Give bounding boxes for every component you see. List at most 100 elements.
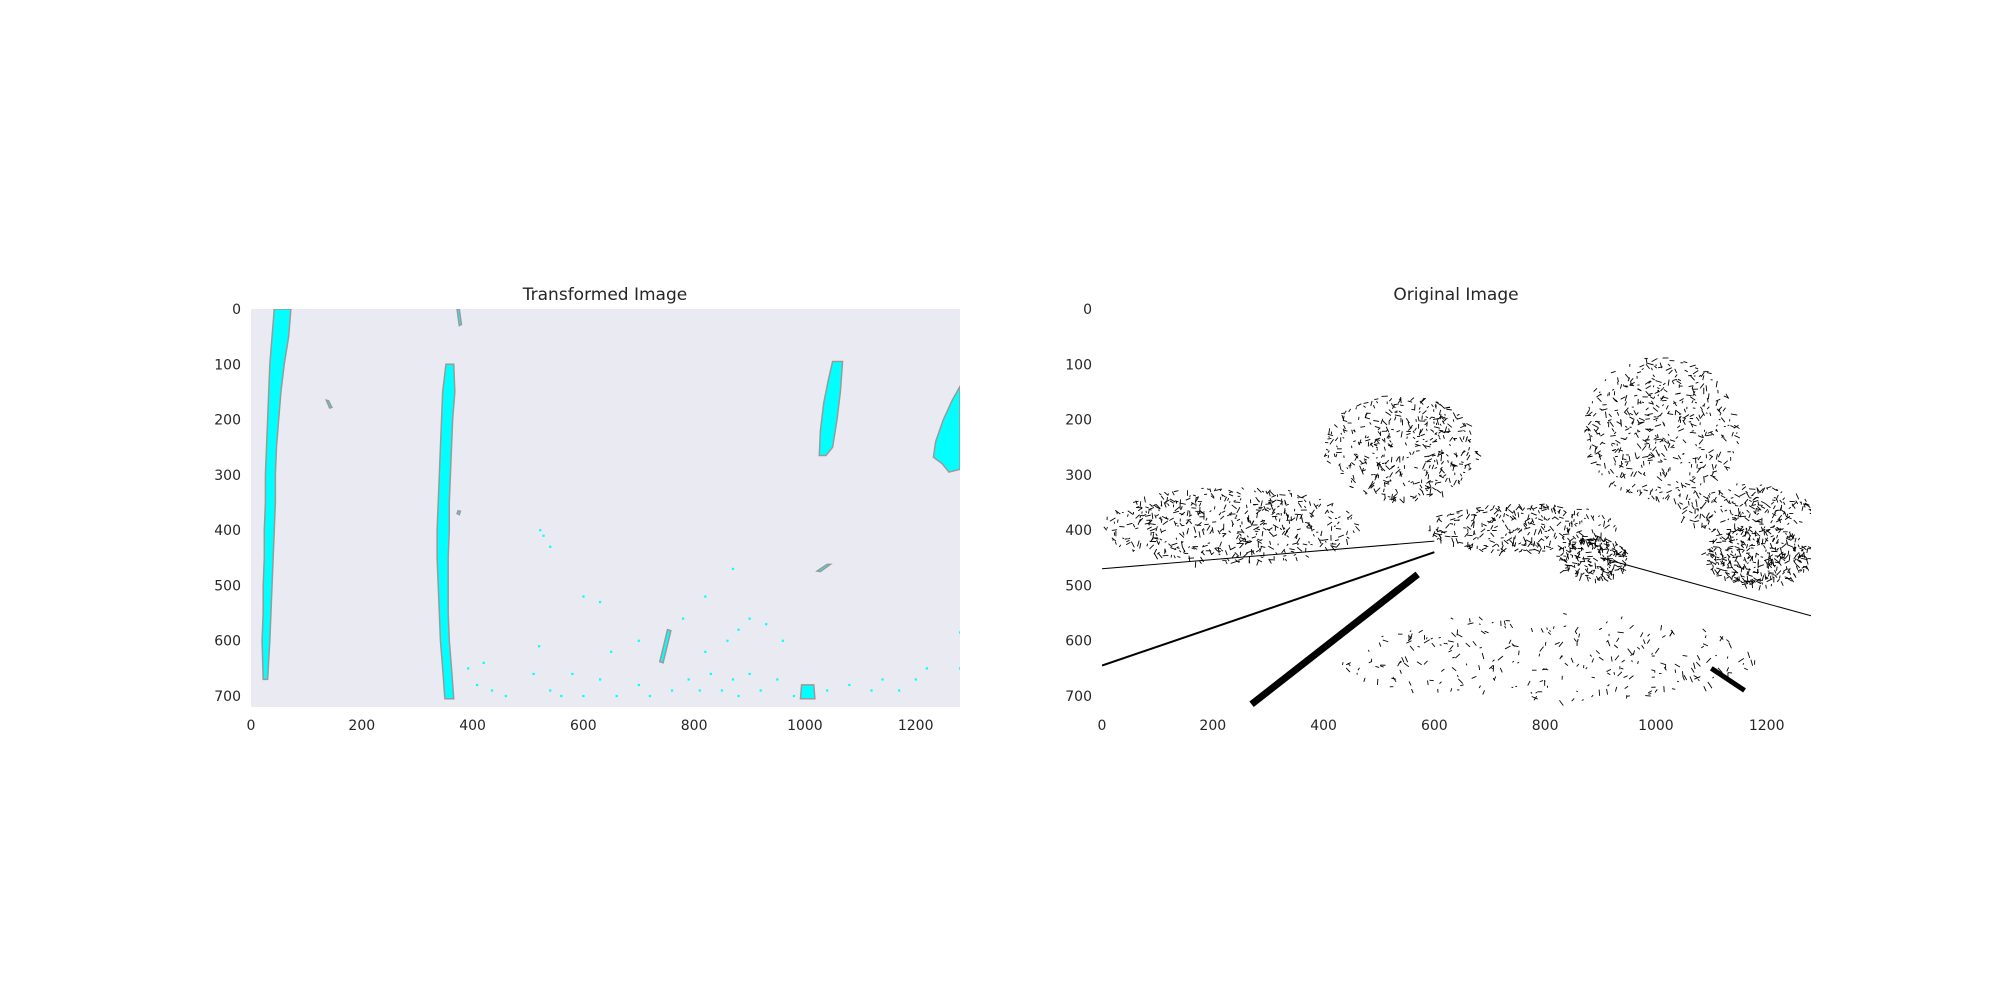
edge-stroke [1533, 541, 1536, 547]
edge-stroke [1538, 518, 1543, 521]
edge-stroke [1701, 501, 1707, 508]
edge-stroke [1512, 511, 1515, 514]
edge-stroke [1566, 553, 1569, 560]
speck [467, 667, 470, 670]
edge-stroke [1622, 472, 1626, 479]
speck [731, 678, 735, 681]
edge-stroke [1236, 560, 1241, 563]
edge-stroke [1793, 519, 1798, 524]
edge-stroke [1759, 488, 1764, 493]
y-tick-label: 100 [1065, 357, 1092, 373]
edge-stroke [1238, 538, 1245, 544]
edge-stroke [1258, 548, 1261, 551]
edge-stroke [1765, 576, 1769, 579]
edge-stroke [1746, 575, 1749, 582]
edge-stroke [1563, 533, 1570, 536]
edge-stroke [1748, 526, 1753, 529]
edge-stroke [1614, 550, 1620, 556]
edge-stroke [1240, 534, 1242, 537]
edge-stroke [1617, 377, 1619, 383]
edge-stroke [1431, 642, 1436, 648]
edge-stroke [1464, 545, 1468, 548]
edge-stroke [1606, 538, 1612, 543]
edge-stroke [1491, 667, 1493, 670]
speck [482, 661, 485, 664]
edge-stroke [1772, 576, 1775, 578]
edge-stroke [1618, 449, 1624, 452]
edge-stroke [1206, 525, 1211, 531]
edge-stroke [1530, 543, 1533, 546]
edge-stroke [1731, 513, 1734, 516]
edge-stroke [1142, 514, 1147, 517]
edge-stroke [1678, 494, 1681, 496]
edge-stroke [1295, 514, 1299, 521]
edge-stroke [1122, 537, 1125, 539]
edge-stroke [1373, 420, 1380, 422]
edge-stroke [1598, 627, 1603, 631]
edge-stroke [1346, 530, 1348, 536]
small-dash-1 [815, 563, 833, 573]
edge-stroke [1599, 547, 1602, 550]
original-image-axes: 0 200 400 600 800 1000 12000100200300400500600… [1065, 302, 1784, 734]
edge-stroke [1651, 358, 1658, 363]
edge-stroke [1769, 559, 1772, 562]
edge-stroke [1763, 526, 1766, 529]
edge-stroke [1583, 540, 1586, 546]
speck [925, 667, 928, 670]
transformed-image-area [251, 309, 960, 707]
edge-stroke [1711, 491, 1716, 494]
edge-stroke [1278, 518, 1281, 522]
edge-stroke [1559, 569, 1565, 574]
edge-stroke [1512, 660, 1515, 663]
edge-stroke [1715, 454, 1718, 460]
speck [637, 639, 640, 642]
speck [687, 678, 690, 681]
edge-stroke [1579, 575, 1582, 581]
edge-stroke [1414, 466, 1418, 469]
edge-stroke [1786, 537, 1792, 541]
edge-stroke [1606, 548, 1610, 555]
edge-stroke [1513, 510, 1517, 516]
edge-stroke [1355, 407, 1357, 410]
edge-stroke [1711, 561, 1717, 566]
speck [776, 678, 779, 681]
edge-stroke [1377, 439, 1380, 441]
edge-stroke [1594, 447, 1597, 454]
edge-stroke [1166, 496, 1168, 502]
edge-stroke [1760, 572, 1763, 577]
edge-stroke [1691, 400, 1694, 404]
edge-stroke [1324, 509, 1329, 515]
edge-stroke [1779, 575, 1781, 579]
edge-stroke [1304, 505, 1307, 508]
edge-stroke [1265, 490, 1268, 495]
edge-stroke [1629, 377, 1634, 382]
edge-stroke [1667, 443, 1671, 448]
edge-stroke [1779, 499, 1783, 504]
right-car [1701, 525, 1811, 591]
edge-stroke [1269, 498, 1272, 501]
edge-stroke [1711, 547, 1714, 549]
edge-stroke [1736, 432, 1738, 435]
edge-stroke [1435, 403, 1437, 407]
edge-stroke [1694, 490, 1698, 495]
edge-stroke [1647, 362, 1654, 366]
edge-stroke [1757, 504, 1763, 506]
edge-stroke [1575, 570, 1579, 575]
edge-stroke [1602, 554, 1605, 558]
edge-stroke [1412, 451, 1415, 455]
edge-stroke [1693, 393, 1697, 396]
edge-stroke [1234, 552, 1240, 557]
edge-stroke [1146, 543, 1149, 547]
edge-stroke [1564, 546, 1567, 549]
speck [549, 689, 552, 692]
edge-stroke [1708, 527, 1711, 531]
edge-stroke [1470, 520, 1475, 527]
edge-stroke [1797, 537, 1801, 541]
x-tick-label: 1000 [1638, 718, 1674, 734]
edge-stroke [1608, 482, 1612, 488]
edge-stroke [1679, 502, 1683, 505]
edge-stroke [1531, 518, 1535, 524]
edge-stroke [1584, 429, 1590, 431]
edge-stroke [1401, 657, 1405, 663]
edge-stroke [1610, 371, 1616, 374]
